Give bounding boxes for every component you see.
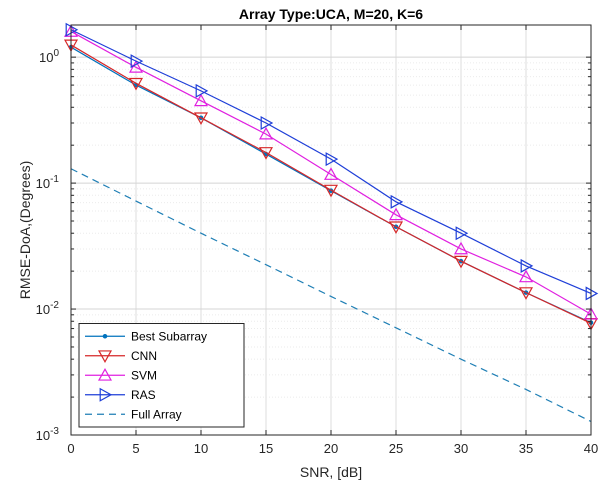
x-tick-label: 15 xyxy=(259,441,273,456)
x-tick-label: 10 xyxy=(194,441,208,456)
legend-label: RAS xyxy=(131,388,156,402)
y-axis-label: RMSE-DoA,(Degrees) xyxy=(17,161,33,299)
x-tick-label: 35 xyxy=(519,441,533,456)
legend-label: SVM xyxy=(131,368,157,382)
legend: Best Subarray CNN SVM RAS Full Array xyxy=(79,324,244,428)
legend-label: CNN xyxy=(131,349,157,363)
legend-swatch-marker xyxy=(103,334,107,338)
x-tick-label: 5 xyxy=(132,441,139,456)
x-axis-label: SNR, [dB] xyxy=(300,464,362,480)
x-tick-label: 30 xyxy=(454,441,468,456)
x-tick-label: 25 xyxy=(389,441,403,456)
legend-label: Best Subarray xyxy=(131,329,207,343)
x-tick-label: 0 xyxy=(67,441,74,456)
x-tick-label: 20 xyxy=(324,441,338,456)
legend-label: Full Array xyxy=(131,407,182,421)
chart-title: Array Type:UCA, M=20, K=6 xyxy=(239,6,423,22)
x-tick-label: 40 xyxy=(584,441,598,456)
